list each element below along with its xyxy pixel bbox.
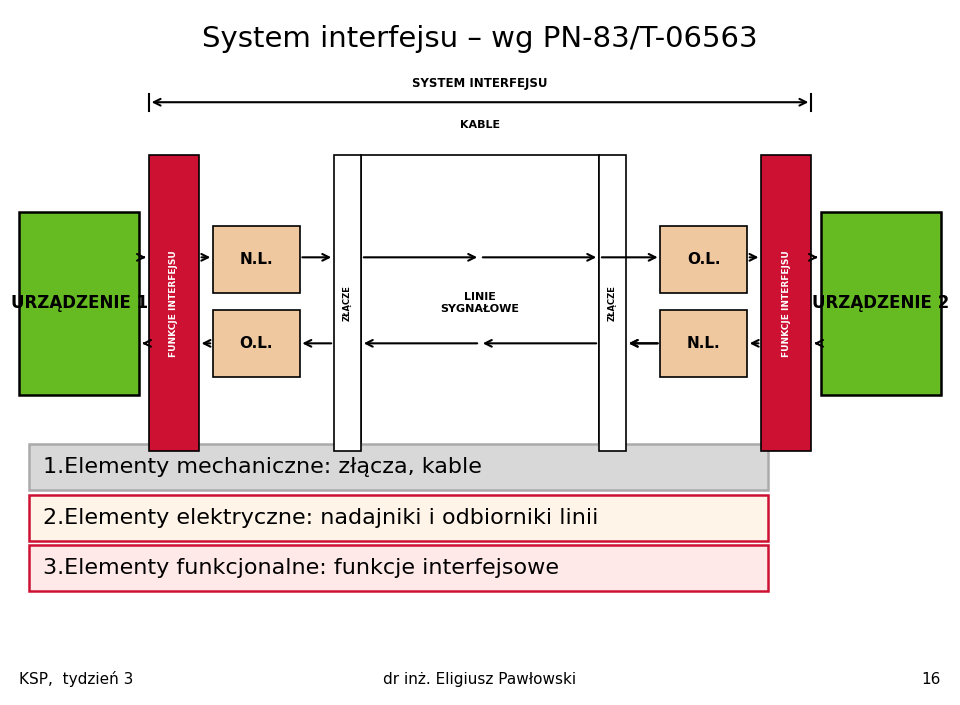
- Text: 16: 16: [922, 673, 941, 687]
- FancyBboxPatch shape: [29, 495, 768, 541]
- Text: N.L.: N.L.: [686, 336, 721, 351]
- Text: ZŁĄCZE: ZŁĄCZE: [608, 286, 617, 321]
- Text: O.L.: O.L.: [240, 336, 273, 351]
- FancyBboxPatch shape: [334, 155, 361, 451]
- Text: N.L.: N.L.: [239, 252, 274, 266]
- FancyBboxPatch shape: [660, 310, 747, 377]
- FancyBboxPatch shape: [19, 212, 139, 395]
- FancyBboxPatch shape: [29, 545, 768, 591]
- Text: LINIE
SYGNAŁOWE: LINIE SYGNAŁOWE: [441, 293, 519, 314]
- FancyBboxPatch shape: [660, 226, 747, 293]
- Text: KABLE: KABLE: [460, 121, 500, 130]
- Text: KSP,  tydzień 3: KSP, tydzień 3: [19, 671, 133, 687]
- Text: 3.Elementy funkcjonalne: funkcje interfejsowe: 3.Elementy funkcjonalne: funkcje interfe…: [43, 558, 559, 578]
- Text: 2.Elementy elektryczne: nadajniki i odbiorniki linii: 2.Elementy elektryczne: nadajniki i odbi…: [43, 508, 599, 528]
- Text: URZĄDZENIE 1: URZĄDZENIE 1: [11, 294, 148, 312]
- Text: SYSTEM INTERFEJSU: SYSTEM INTERFEJSU: [412, 77, 548, 90]
- Text: ZŁĄCZE: ZŁĄCZE: [343, 286, 352, 321]
- Text: FUNKCJE INTERFEJSU: FUNKCJE INTERFEJSU: [169, 250, 179, 357]
- Text: O.L.: O.L.: [687, 252, 720, 266]
- FancyBboxPatch shape: [361, 155, 599, 451]
- FancyBboxPatch shape: [149, 155, 199, 451]
- FancyBboxPatch shape: [761, 155, 811, 451]
- FancyBboxPatch shape: [821, 212, 941, 395]
- Text: System interfejsu – wg PN-83/T-06563: System interfejsu – wg PN-83/T-06563: [203, 25, 757, 53]
- Text: URZĄDZENIE 2: URZĄDZENIE 2: [812, 294, 949, 312]
- FancyBboxPatch shape: [213, 226, 300, 293]
- Text: FUNKCJE INTERFEJSU: FUNKCJE INTERFEJSU: [781, 250, 791, 357]
- Text: 1.Elementy mechaniczne: złącza, kable: 1.Elementy mechaniczne: złącza, kable: [43, 457, 482, 477]
- FancyBboxPatch shape: [213, 310, 300, 377]
- FancyBboxPatch shape: [599, 155, 626, 451]
- FancyBboxPatch shape: [29, 444, 768, 490]
- Text: dr inż. Eligiusz Pawłowski: dr inż. Eligiusz Pawłowski: [383, 673, 577, 687]
